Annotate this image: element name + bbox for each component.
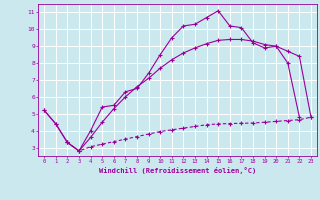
X-axis label: Windchill (Refroidissement éolien,°C): Windchill (Refroidissement éolien,°C)	[99, 167, 256, 174]
